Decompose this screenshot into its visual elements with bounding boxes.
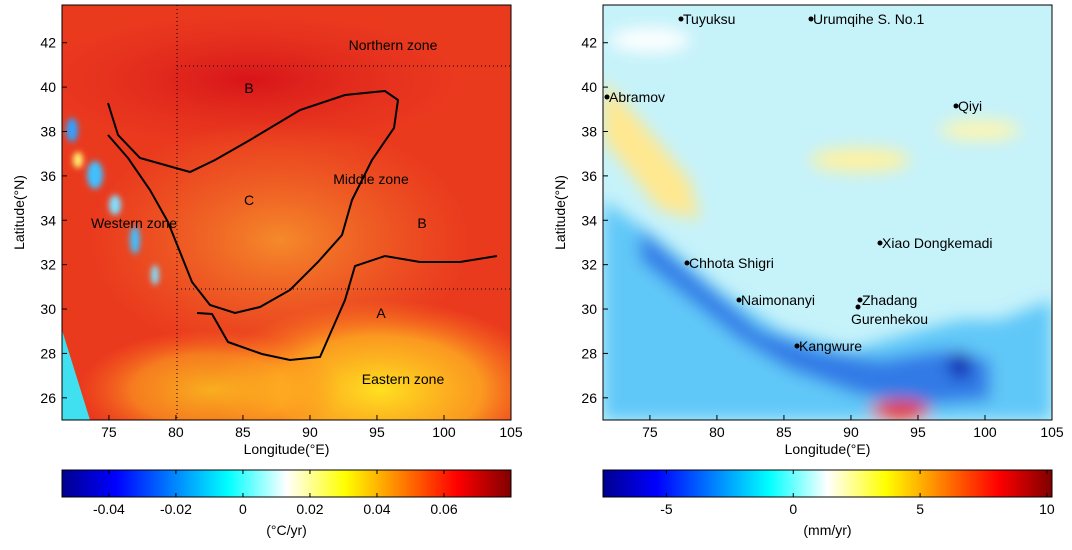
station-dot [604, 94, 610, 100]
y-tick-label: 32 [581, 257, 597, 273]
x-axis-label: Longitude(°E) [785, 441, 871, 457]
colorbar-tick-label: 0.02 [296, 501, 323, 517]
colorbar-tick-label: 5 [916, 501, 924, 517]
y-tick-label: 42 [40, 35, 56, 51]
zone-label: Western zone [91, 215, 177, 231]
colorbar-label: (mm/yr) [803, 522, 851, 538]
plot-frame [602, 4, 1053, 421]
station-label: Xiao Dongkemadi [882, 235, 993, 251]
x-tick-label: 75 [642, 424, 658, 440]
y-axis-label: Latitude(°N) [11, 175, 27, 250]
station-label: Abramov [609, 89, 665, 105]
x-tick-label: 95 [910, 424, 926, 440]
y-tick-label: 38 [40, 123, 56, 139]
station-dot [794, 343, 800, 349]
station-dot [877, 240, 883, 246]
zone-label: B [244, 80, 253, 96]
y-axis-label: Latitude(°N) [552, 175, 568, 250]
y-tick-label: 38 [581, 123, 597, 139]
zone-label: Eastern zone [362, 371, 445, 387]
station-dot [953, 103, 959, 109]
zone-label: C [244, 192, 254, 208]
colorbar-tick-label: 0 [239, 501, 247, 517]
zone-label: B [417, 215, 426, 231]
x-tick-label: 85 [235, 424, 251, 440]
colorbar-tick-label: -0.04 [93, 501, 125, 517]
y-tick-label: 36 [581, 168, 597, 184]
y-tick-label: 34 [40, 212, 56, 228]
colorbar-tick-label: -0.02 [160, 501, 192, 517]
y-tick-label: 42 [581, 35, 597, 51]
zone-label: Middle zone [333, 171, 409, 187]
plot-frame [61, 4, 512, 421]
colorbar-tick-label: 0.04 [363, 501, 390, 517]
zone-label: A [376, 305, 386, 321]
x-tick-label: 100 [432, 424, 456, 440]
y-tick-label: 34 [581, 212, 597, 228]
x-axis-label: Longitude(°E) [244, 441, 330, 457]
y-tick-label: 40 [40, 79, 56, 95]
colorbar [602, 469, 1053, 498]
station-dot [808, 16, 814, 22]
y-tick-label: 26 [40, 390, 56, 406]
station-label: Chhota Shigri [689, 255, 774, 271]
zone-label: Northern zone [349, 37, 438, 53]
station-label: Kangwure [799, 338, 862, 354]
x-tick-label: 85 [776, 424, 792, 440]
colorbar-tick-label: 10 [1039, 501, 1055, 517]
y-tick-label: 30 [581, 301, 597, 317]
x-tick-label: 95 [369, 424, 385, 440]
station-label: Tuyuksu [683, 11, 735, 27]
x-tick-label: 80 [709, 424, 725, 440]
y-tick-label: 28 [581, 345, 597, 361]
station-dot [855, 304, 861, 310]
x-tick-label: 80 [168, 424, 184, 440]
y-tick-label: 36 [40, 168, 56, 184]
y-tick-label: 32 [40, 257, 56, 273]
colorbar-tick-label: 0 [789, 501, 797, 517]
x-tick-label: 100 [973, 424, 997, 440]
station-label: Urumqihe S. No.1 [813, 11, 924, 27]
heatmap-mass-balance [603, 5, 1052, 420]
colorbar-label: (°C/yr) [266, 522, 307, 538]
colorbar-tick-label: -5 [660, 501, 673, 517]
station-dot [857, 297, 863, 303]
x-tick-label: 105 [1040, 424, 1064, 440]
station-label: Zhadang [862, 292, 917, 308]
x-tick-label: 75 [101, 424, 117, 440]
y-tick-label: 30 [40, 301, 56, 317]
colorbar-tick-label: 0.06 [430, 501, 457, 517]
y-tick-label: 26 [581, 390, 597, 406]
heatmap-temperature [62, 5, 511, 420]
y-tick-label: 28 [40, 345, 56, 361]
y-tick-label: 40 [581, 79, 597, 95]
station-label: Gurenhekou [851, 311, 928, 327]
x-tick-label: 105 [499, 424, 523, 440]
station-dot [678, 16, 684, 22]
x-tick-label: 90 [843, 424, 859, 440]
station-dot [684, 260, 690, 266]
x-tick-label: 90 [302, 424, 318, 440]
station-label: Qiyi [958, 98, 982, 114]
station-label: Naimonanyi [741, 292, 815, 308]
station-dot [736, 297, 742, 303]
colorbar [61, 469, 512, 498]
